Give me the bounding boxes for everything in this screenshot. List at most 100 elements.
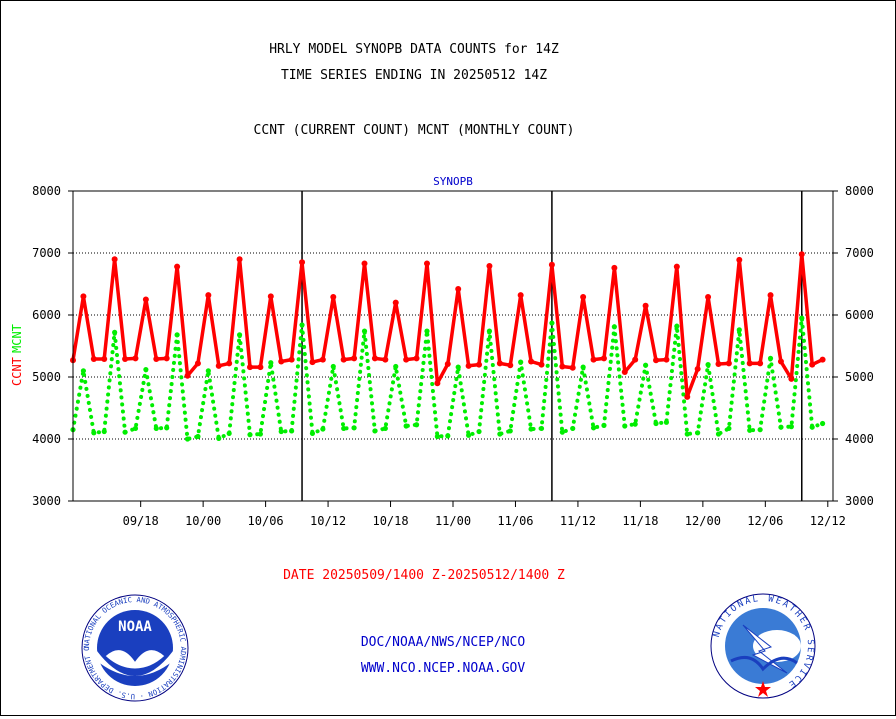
data-point-mcnt — [91, 430, 97, 436]
data-point-mcnt — [309, 430, 316, 437]
data-point-mcnt — [80, 368, 87, 374]
data-point-ccnt — [132, 355, 139, 362]
noaa-logo: NOAA NATIONAL OCEANIC AND ATMOSPHERIC AD… — [0, 0, 189, 702]
data-point-mcnt — [372, 428, 378, 434]
x-tick-label: 10/12 — [310, 514, 346, 528]
data-point-mcnt — [466, 432, 472, 438]
data-point-mcnt — [695, 430, 701, 436]
data-point-mcnt — [132, 425, 139, 432]
data-point-ccnt — [465, 362, 472, 369]
data-point-mcnt — [788, 424, 794, 430]
data-point-ccnt — [382, 356, 389, 363]
y-tick-label-left: 4000 — [32, 432, 61, 446]
data-point-ccnt — [299, 259, 306, 266]
data-point-mcnt — [809, 424, 815, 430]
data-point-ccnt — [278, 358, 285, 365]
data-point-ccnt — [392, 299, 399, 306]
series-mcnt — [70, 315, 826, 442]
data-point-mcnt — [559, 429, 565, 435]
data-point-ccnt — [653, 357, 660, 364]
data-point-mcnt — [622, 423, 628, 429]
x-tick-label: 11/00 — [435, 514, 471, 528]
data-point-ccnt — [174, 263, 181, 270]
series-ccnt — [70, 251, 826, 400]
data-point-mcnt — [164, 425, 170, 431]
data-point-ccnt — [580, 294, 587, 301]
data-point-ccnt — [705, 294, 712, 301]
data-point-ccnt — [673, 263, 680, 270]
data-point-ccnt — [413, 355, 420, 362]
data-point-mcnt — [580, 364, 586, 370]
data-point-mcnt — [643, 362, 649, 368]
data-point-ccnt — [236, 256, 243, 263]
x-tick-label: 11/12 — [560, 514, 596, 528]
grid-layer — [73, 191, 833, 501]
data-point-mcnt — [393, 363, 399, 370]
x-tick-label: 11/06 — [497, 514, 533, 528]
data-point-ccnt — [507, 362, 514, 369]
chart-title-line1: HRLY MODEL SYNOPB DATA COUNTS for 14Z — [269, 42, 559, 57]
data-point-ccnt — [330, 294, 337, 301]
org-line: DOC/NOAA/NWS/NCEP/NCO — [361, 635, 526, 650]
data-point-ccnt — [257, 364, 264, 371]
data-point-mcnt — [601, 422, 607, 428]
data-point-mcnt — [278, 428, 284, 435]
data-point-ccnt — [351, 355, 358, 362]
data-point-mcnt — [122, 429, 128, 435]
data-point-ccnt — [309, 359, 316, 366]
data-point-ccnt — [101, 356, 108, 363]
data-point-mcnt — [382, 425, 388, 432]
x-tick-label: 10/18 — [372, 514, 408, 528]
data-point-mcnt — [767, 355, 774, 361]
data-point-mcnt — [351, 425, 357, 431]
chart-subtitle: CCNT (CURRENT COUNT) MCNT (MONTHLY COUNT… — [254, 123, 575, 138]
data-point-mcnt — [653, 420, 659, 427]
data-point-ccnt — [423, 260, 430, 267]
data-point-ccnt — [725, 360, 732, 367]
data-point-ccnt — [777, 358, 784, 365]
data-point-ccnt — [694, 365, 701, 372]
y-tick-label-left: 7000 — [32, 246, 61, 260]
data-point-mcnt — [486, 328, 493, 334]
panel-label: SYNOPB — [433, 175, 473, 188]
data-point-ccnt — [715, 360, 722, 367]
data-point-ccnt — [632, 356, 639, 363]
data-point-mcnt — [611, 324, 617, 330]
data-point-ccnt — [517, 292, 524, 299]
data-point-ccnt — [798, 251, 805, 258]
y-tick-label-left: 5000 — [32, 370, 61, 384]
data-point-ccnt — [194, 360, 201, 367]
data-point-ccnt — [205, 292, 212, 299]
data-point-mcnt — [590, 425, 597, 431]
svg-text:NATIONAL OCEANIC AND ATMOSPHER: NATIONAL OCEANIC AND ATMOSPHERIC ADMINIS… — [1, 1, 188, 701]
data-point-ccnt — [746, 360, 753, 367]
x-tick-label: 12/00 — [685, 514, 721, 528]
data-point-mcnt — [257, 431, 263, 437]
data-point-mcnt — [799, 315, 805, 321]
data-point-ccnt — [663, 356, 670, 363]
data-point-ccnt — [80, 293, 87, 300]
data-point-ccnt — [226, 360, 233, 367]
data-point-mcnt — [174, 332, 180, 338]
data-point-ccnt — [538, 361, 545, 368]
data-point-mcnt — [236, 332, 243, 338]
data-point-mcnt — [726, 425, 732, 432]
y-tick-label-left: 8000 — [32, 184, 61, 198]
data-point-ccnt — [559, 363, 566, 370]
data-point-mcnt — [153, 425, 159, 432]
y-tick-label-right: 4000 — [845, 432, 874, 446]
data-point-mcnt — [143, 366, 149, 373]
data-point-mcnt — [715, 431, 722, 437]
url-line[interactable]: WWW.NCO.NCEP.NOAA.GOV — [361, 661, 526, 676]
data-point-mcnt — [330, 363, 336, 370]
chart-title-line2: TIME SERIES ENDING IN 20250512 14Z — [281, 68, 547, 83]
data-point-ccnt — [340, 356, 347, 363]
data-point-mcnt — [289, 428, 295, 434]
data-point-ccnt — [548, 261, 555, 268]
x-ticks: 09/18 10/00 10/06 10/12 10/18 11/00 11/06 11/12… — [123, 501, 846, 528]
data-point-ccnt — [788, 375, 795, 382]
data-point-mcnt — [684, 431, 690, 437]
data-point-ccnt — [767, 292, 774, 299]
